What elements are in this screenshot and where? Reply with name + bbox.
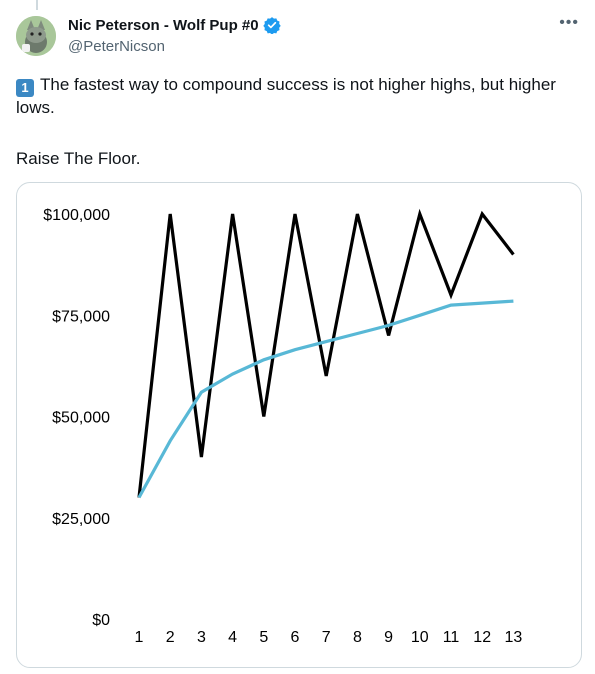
tweet-text-line3: Raise The Floor.: [16, 149, 141, 168]
x-tick-label: 3: [197, 629, 206, 646]
x-tick-label: 12: [473, 629, 491, 646]
y-tick-label: $100,000: [43, 207, 110, 224]
author-handle[interactable]: @PeterNicson: [68, 38, 165, 55]
series-line-1: [137, 208, 515, 498]
x-tick-label: 7: [322, 629, 331, 646]
x-tick-label: 1: [135, 629, 144, 646]
chart-image-card[interactable]: $0 $25,000 $50,000 $75,000 $100,000 1 2 3 4 5 6 7 8 9…: [16, 182, 582, 668]
tweet-text-line1: The fastest way to compound success is n…: [40, 75, 556, 94]
y-tick-label: $50,000: [52, 410, 110, 427]
x-tick-label: 13: [505, 629, 523, 646]
tweet-text: 1 The fastest way to compound success is …: [16, 74, 581, 119]
y-tick-label: $0: [92, 612, 110, 629]
series-line-2: [137, 299, 514, 499]
thread-connector-line: [36, 0, 38, 10]
x-tick-label: 2: [166, 629, 175, 646]
keycap-number-icon: 1: [16, 79, 34, 97]
y-tick-label: $75,000: [52, 308, 110, 325]
verified-badge-icon: [262, 17, 281, 34]
author-name[interactable]: Nic Peterson - Wolf Pup #0: [68, 16, 259, 34]
author-name-row[interactable]: Nic Peterson - Wolf Pup #0: [68, 16, 281, 34]
x-tick-label: 5: [259, 629, 268, 646]
tweet-text-line2: lows.: [16, 98, 55, 117]
x-tick-label: 6: [291, 629, 300, 646]
x-tick-label: 8: [353, 629, 362, 646]
x-tick-label: 4: [228, 629, 237, 646]
wolf-avatar-icon: [16, 16, 56, 56]
x-tick-label: 9: [384, 629, 393, 646]
more-horizontal-icon[interactable]: •••: [559, 14, 579, 31]
x-tick-label: 11: [443, 629, 460, 646]
y-tick-label: $25,000: [52, 511, 110, 528]
x-tick-label: 10: [411, 629, 429, 646]
avatar[interactable]: [16, 16, 56, 56]
